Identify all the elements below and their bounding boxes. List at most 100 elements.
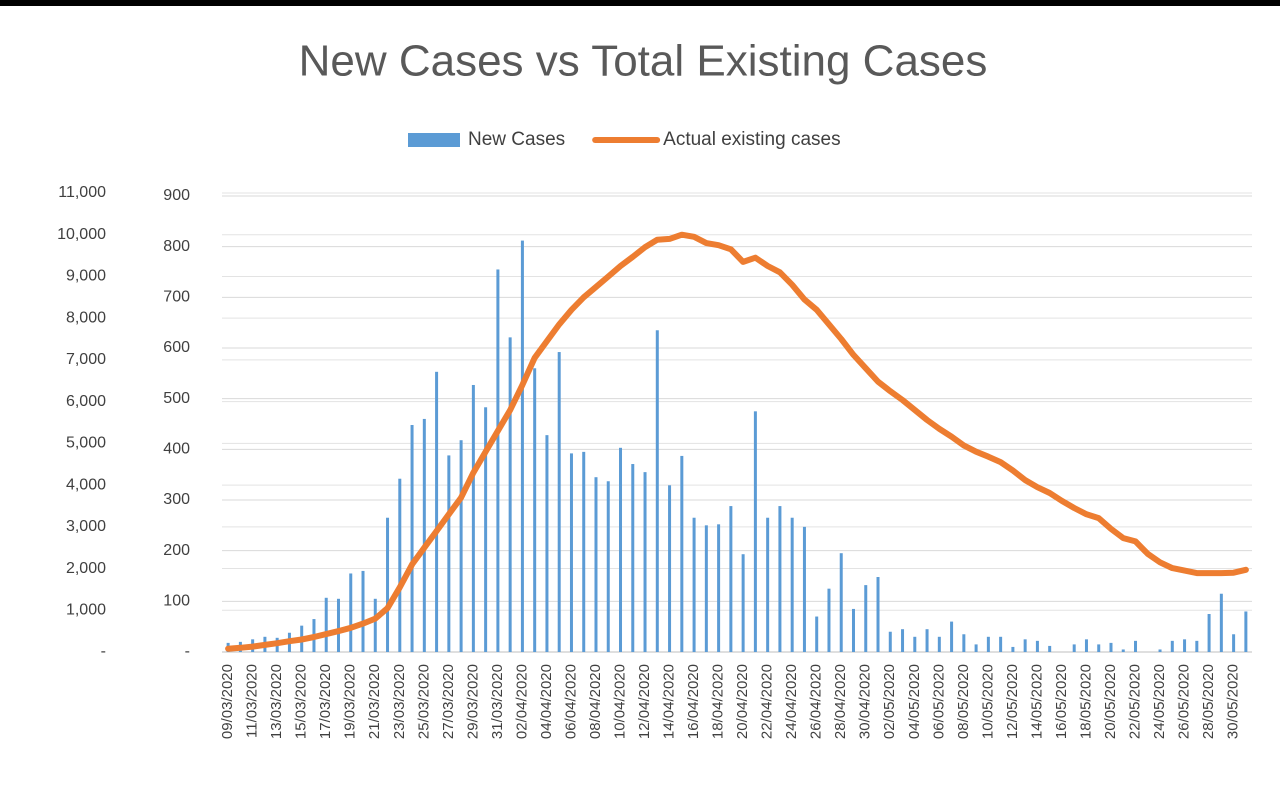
- bar: [484, 407, 488, 652]
- x-tick-label: 14/05/2020: [1028, 664, 1045, 739]
- legend-swatch: [408, 133, 460, 147]
- x-tick-label: 29/03/2020: [464, 664, 481, 739]
- y2-tick-label: 7,000: [66, 351, 106, 368]
- x-tick-label: 28/04/2020: [832, 664, 849, 739]
- bar: [324, 597, 328, 652]
- top-bar: [0, 0, 1280, 6]
- y-tick-label: -: [185, 643, 190, 660]
- bar: [1158, 649, 1162, 652]
- bar: [398, 478, 402, 652]
- x-tick-label: 25/03/2020: [415, 664, 432, 739]
- x-tick-label: 20/05/2020: [1102, 664, 1119, 739]
- bar: [717, 524, 721, 652]
- bar: [459, 440, 463, 652]
- bar: [520, 240, 524, 652]
- y2-tick-label: 4,000: [66, 476, 106, 493]
- bar: [692, 517, 696, 652]
- bar: [827, 588, 831, 652]
- x-tick-label: 22/04/2020: [759, 664, 776, 739]
- x-tick-label: 26/04/2020: [808, 664, 825, 739]
- bar: [1048, 645, 1052, 652]
- bar: [508, 337, 512, 652]
- legend-label: New Cases: [468, 129, 565, 150]
- bar: [925, 629, 929, 652]
- bar: [1023, 639, 1027, 652]
- x-tick-label: 30/04/2020: [857, 664, 874, 739]
- bar: [913, 636, 917, 652]
- x-tick-label: 10/04/2020: [611, 664, 628, 739]
- x-tick-label: 04/04/2020: [538, 664, 555, 739]
- x-tick-label: 12/04/2020: [636, 664, 653, 739]
- bar: [1134, 640, 1138, 652]
- x-tick-label: 20/04/2020: [734, 664, 751, 739]
- bar: [545, 435, 549, 652]
- x-tick-label: 27/03/2020: [440, 664, 457, 739]
- x-tick-label: 16/05/2020: [1053, 664, 1070, 739]
- bar: [1207, 614, 1211, 652]
- y-tick-label: 300: [163, 491, 190, 508]
- bar: [937, 636, 941, 652]
- bar: [876, 577, 880, 652]
- x-tick-label: 04/05/2020: [906, 664, 923, 739]
- x-tick-label: 18/04/2020: [710, 664, 727, 739]
- bar: [336, 598, 340, 652]
- x-tick-label: 10/05/2020: [979, 664, 996, 739]
- bar: [766, 517, 770, 652]
- y2-tick-label: 5,000: [66, 435, 106, 452]
- bar: [839, 553, 843, 652]
- bar: [1011, 646, 1015, 652]
- bar: [974, 644, 978, 652]
- x-tick-label: 15/03/2020: [293, 664, 310, 739]
- y-tick-label: 400: [163, 441, 190, 458]
- bar: [410, 425, 414, 652]
- x-tick-label: 22/05/2020: [1126, 664, 1143, 739]
- bar: [1097, 644, 1101, 652]
- bar: [373, 598, 377, 652]
- bar: [569, 453, 573, 652]
- bar: [594, 477, 598, 652]
- x-tick-label: 16/04/2020: [685, 664, 702, 739]
- bar: [753, 411, 757, 652]
- bar: [631, 464, 635, 652]
- y-tick-label: 100: [163, 593, 190, 610]
- x-tick-label: 02/04/2020: [513, 664, 530, 739]
- y2-tick-label: 1,000: [66, 601, 106, 618]
- x-tick-label: 30/05/2020: [1225, 664, 1242, 739]
- bar: [643, 472, 647, 652]
- bar: [619, 447, 623, 652]
- x-tick-label: 17/03/2020: [317, 664, 334, 739]
- line: [225, 231, 1249, 652]
- bar: [999, 636, 1003, 652]
- bar: [986, 636, 990, 652]
- bar: [1084, 639, 1088, 652]
- x-tick-label: 06/04/2020: [562, 664, 579, 739]
- y2-tick-label: 2,000: [66, 560, 106, 577]
- bar: [447, 455, 451, 652]
- x-tick-label: 11/03/2020: [244, 664, 261, 738]
- x-tick-label: 13/03/2020: [268, 664, 285, 739]
- bar: [778, 506, 782, 652]
- legend-label: Actual existing cases: [663, 129, 840, 150]
- bar: [864, 585, 868, 652]
- y2-tick-label: 8,000: [66, 309, 106, 326]
- bar: [533, 368, 537, 652]
- bar: [386, 517, 390, 652]
- y-tick-label: 600: [163, 339, 190, 356]
- x-tick-label: 21/03/2020: [366, 664, 383, 739]
- x-tick-label: 19/03/2020: [342, 664, 359, 739]
- bar: [1109, 642, 1113, 652]
- y2-tick-label: 6,000: [66, 393, 106, 410]
- bar: [901, 629, 905, 652]
- x-tick-label: 12/05/2020: [1004, 664, 1021, 739]
- bar: [851, 608, 855, 652]
- bar: [802, 526, 806, 652]
- x-tick-label: 14/04/2020: [661, 664, 678, 739]
- bar: [582, 451, 586, 652]
- x-tick-label: 24/05/2020: [1151, 664, 1168, 739]
- x-tick-label: 28/05/2020: [1200, 664, 1217, 739]
- bar: [435, 371, 439, 652]
- x-tick-label: 06/05/2020: [930, 664, 947, 739]
- y2-tick-label: 10,000: [57, 226, 106, 243]
- bar: [741, 554, 745, 652]
